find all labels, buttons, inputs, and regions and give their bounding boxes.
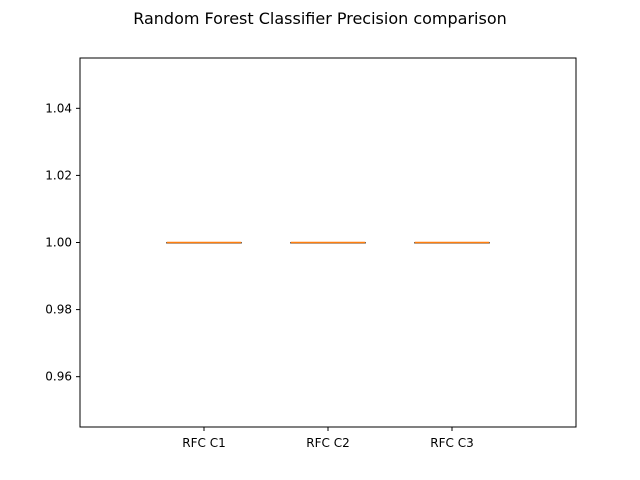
box-1 [166, 241, 242, 244]
x-tick-label: RFC C2 [306, 436, 349, 450]
y-tick-label: 0.96 [45, 370, 72, 384]
y-tick-label: 1.04 [45, 101, 72, 115]
chart-title: Random Forest Classifier Precision compa… [133, 9, 507, 28]
x-axis: RFC C1 RFC C2 RFC C3 [182, 427, 474, 450]
x-tick-label: RFC C1 [182, 436, 225, 450]
y-tick-label: 1.00 [45, 236, 72, 250]
y-tick-label: 1.02 [45, 168, 72, 182]
y-axis: 0.96 0.98 1.00 1.02 1.04 [45, 101, 80, 384]
y-tick-label: 0.98 [45, 303, 72, 317]
box-3 [414, 241, 490, 244]
box-2 [290, 241, 366, 244]
box-series [166, 241, 490, 244]
x-tick-label: RFC C3 [430, 436, 473, 450]
